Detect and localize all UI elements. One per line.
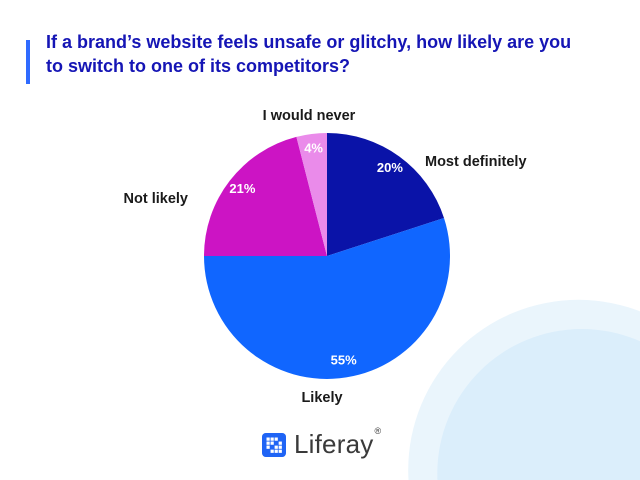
svg-text:20%: 20% — [377, 160, 403, 175]
svg-text:Not likely: Not likely — [124, 191, 188, 207]
svg-text:Likely: Likely — [301, 390, 342, 406]
svg-text:21%: 21% — [229, 181, 255, 196]
svg-text:I would never: I would never — [263, 108, 356, 124]
svg-text:4%: 4% — [304, 141, 323, 156]
svg-text:Most definitely: Most definitely — [425, 154, 527, 170]
svg-text:55%: 55% — [331, 353, 357, 368]
